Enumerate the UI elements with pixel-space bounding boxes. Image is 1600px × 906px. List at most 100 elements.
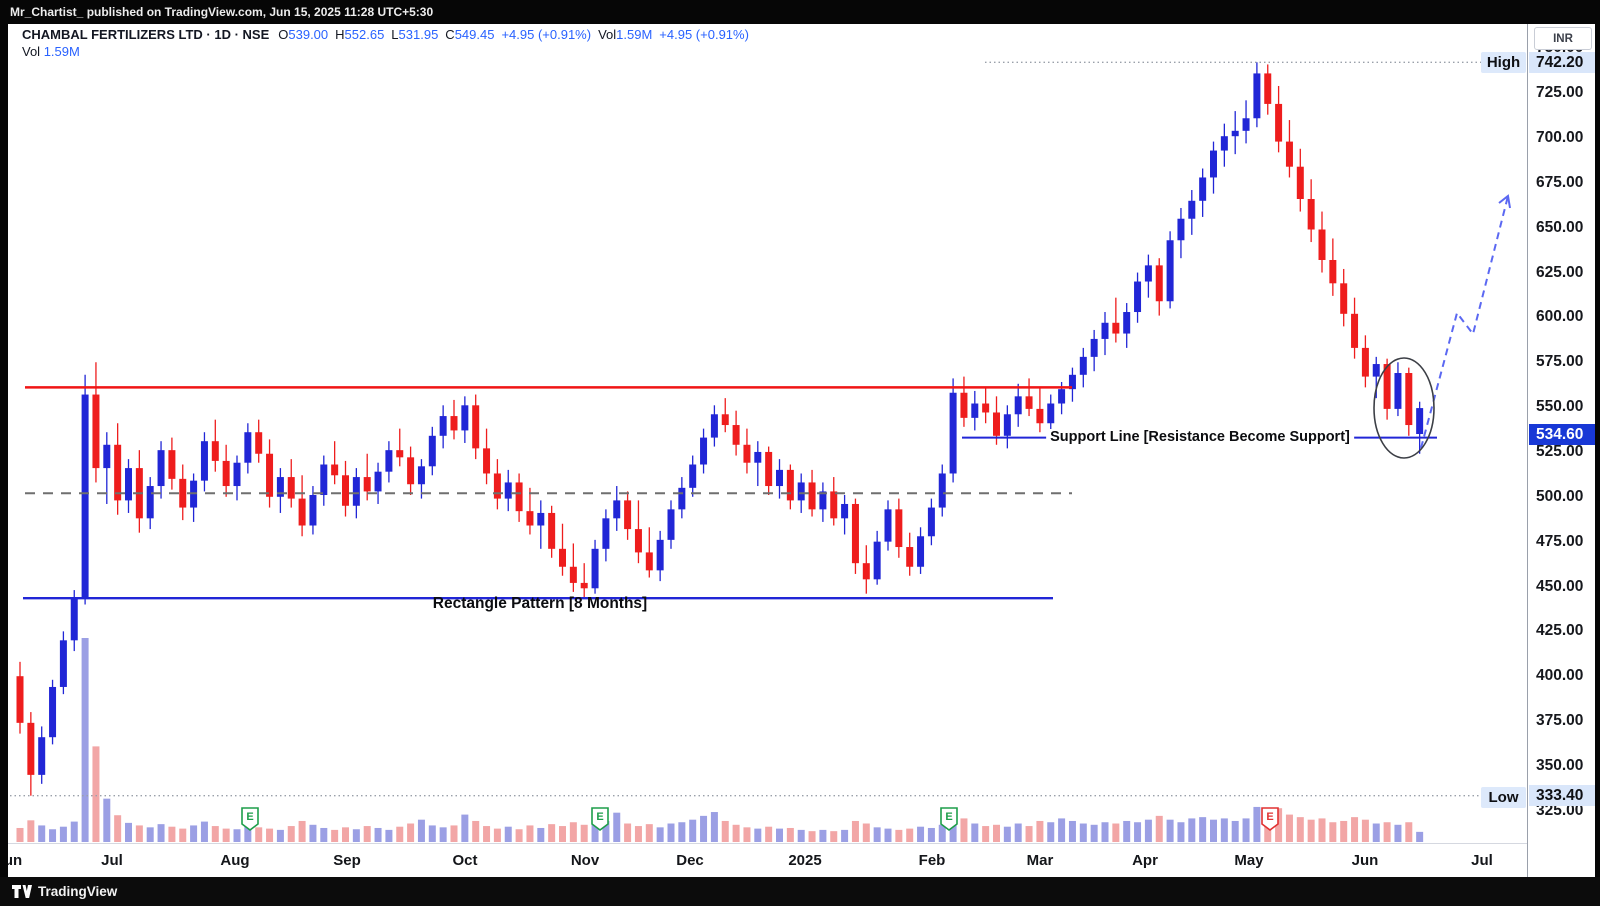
candle-down	[1383, 364, 1391, 409]
symbol-title[interactable]: CHAMBAL FERTILIZERS LTD · 1D · NSE	[22, 27, 270, 42]
volume-inline: Vol1.59M	[598, 27, 653, 42]
candle-up	[873, 541, 881, 580]
volume-bar	[38, 825, 46, 842]
ohlc-h-value: H552.65	[335, 27, 385, 42]
volume-bar	[352, 829, 360, 842]
candle-down	[895, 509, 903, 548]
candle-down	[906, 547, 914, 567]
high-price-band: 742.20	[1529, 51, 1595, 73]
volume-bar	[862, 823, 870, 842]
candle-up	[1123, 312, 1131, 334]
volume-bar	[146, 827, 154, 842]
candle-up	[385, 450, 393, 472]
volume-bar	[906, 828, 914, 842]
volume-bar	[1231, 820, 1239, 842]
volume-bar	[1101, 822, 1109, 842]
price-tick: 475.00	[1536, 532, 1584, 550]
candle-down	[255, 432, 263, 454]
rectangle-pattern-label[interactable]: Rectangle Pattern [8 Months]	[432, 595, 648, 612]
candle-up	[1134, 281, 1142, 313]
volume-bar	[1025, 826, 1033, 842]
price-axis[interactable]: 325.00 350.00 375.00 400.00 425.00 450.00 475.…	[1527, 24, 1595, 877]
candle-down	[624, 500, 632, 530]
volume-bar	[1318, 818, 1326, 842]
candle-down	[1329, 259, 1337, 284]
tradingview-logo-icon[interactable]	[12, 884, 32, 899]
volume-bar	[363, 826, 371, 842]
volume-bar	[515, 829, 523, 842]
volume-bar	[450, 825, 458, 842]
volume-bar	[808, 831, 816, 842]
candle-down	[1296, 166, 1304, 199]
candle-up	[59, 640, 67, 687]
volume-bar	[786, 827, 794, 842]
volume-bar	[179, 828, 187, 842]
candle-up	[1231, 130, 1239, 137]
candle-up	[417, 466, 425, 485]
volume-bar	[1036, 820, 1044, 842]
volume-bar	[1166, 819, 1174, 842]
time-axis[interactable]: un Jul Aug Sep Oct Nov Dec 2025 Feb Mar Apr May Jun J…	[4, 843, 1527, 877]
volume-bar	[276, 829, 284, 842]
candle-up	[428, 435, 436, 467]
currency-badge[interactable]: INR	[1534, 27, 1592, 50]
tradingview-wordmark[interactable]: TradingView	[38, 884, 118, 899]
breakdown-circle	[1373, 357, 1435, 459]
price-tick: 400.00	[1536, 667, 1584, 685]
candle-down	[765, 451, 773, 487]
volume-bar	[960, 818, 968, 842]
candle-up	[1199, 177, 1207, 201]
volume-bar	[851, 820, 859, 842]
attribution-text: Mr_Chartist_ published on TradingView.co…	[10, 5, 434, 19]
price-tick: 575.00	[1536, 353, 1584, 371]
candle-down	[483, 448, 491, 474]
left-frame-strip	[0, 24, 8, 877]
volume-bar	[884, 828, 892, 842]
candle-up	[841, 503, 849, 519]
volume-bar	[1361, 819, 1369, 842]
candle-down	[342, 475, 349, 506]
attribution-bar: Mr_Chartist_ published on TradingView.co…	[0, 0, 1600, 24]
volume-bar	[504, 826, 512, 842]
volume-bar	[233, 829, 241, 842]
footer-bar: TradingView	[0, 877, 1600, 906]
candle-up	[1372, 364, 1380, 377]
volume-bar	[917, 826, 925, 842]
candle-down	[1036, 408, 1044, 424]
candle-up	[103, 444, 111, 469]
volume-bar	[461, 814, 469, 842]
month-label-aug: Aug	[220, 852, 250, 869]
support-line-label[interactable]: Support Line [Resistance Become Support]	[1046, 429, 1354, 445]
volume-bar	[1177, 822, 1185, 842]
earnings-badge-icon	[591, 807, 609, 831]
price-tick: 450.00	[1536, 577, 1584, 595]
volume-bar	[830, 831, 838, 842]
volume-bar	[776, 828, 783, 842]
volume-bar	[1405, 822, 1413, 842]
candle-down	[515, 482, 523, 512]
low-price-band: 333.40	[1529, 785, 1595, 807]
month-label-oct: Oct	[452, 852, 478, 869]
candle-up	[700, 437, 708, 465]
candle-up	[776, 469, 783, 487]
candle-down	[830, 491, 838, 519]
candle-down	[808, 482, 816, 510]
volume-bar	[700, 815, 708, 842]
candle-down	[634, 529, 642, 553]
volume-bar	[1047, 822, 1055, 842]
volume-bar	[266, 828, 274, 842]
candle-up	[1394, 373, 1402, 409]
earnings-badge-icon	[241, 807, 259, 831]
candle-up	[1014, 396, 1022, 415]
candle-down	[732, 425, 740, 445]
candle-down	[114, 444, 122, 501]
volume-bar	[1079, 823, 1087, 842]
candle-down	[960, 392, 968, 418]
candle-down	[1264, 73, 1272, 104]
candle-down	[331, 464, 339, 476]
candle-down	[450, 416, 458, 431]
volume-bar	[1351, 817, 1359, 842]
candle-up	[1220, 136, 1228, 151]
